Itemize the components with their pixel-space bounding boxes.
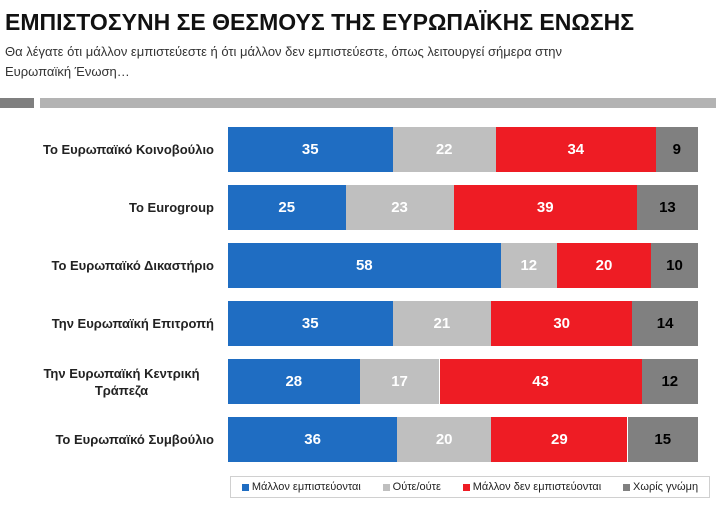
bar-segment-neutral: 21: [392, 301, 492, 346]
category-label-text: Την Ευρωπαϊκή Επιτροπή: [51, 316, 214, 331]
category-label: Το Ευρωπαϊκό Δικαστήριο: [10, 243, 214, 288]
bar-segment-distrust: 29: [491, 417, 628, 462]
legend-swatch: [623, 483, 631, 491]
legend: Μάλλον εμπιστεύονται Ούτε/ούτε Μάλλον δε…: [230, 476, 710, 498]
category-label: Το Ευρωπαϊκό Συμβούλιο: [10, 417, 214, 462]
bar-segment-neutral: 20: [397, 417, 492, 462]
bar-segment-distrust: 20: [557, 243, 651, 288]
separator-accent: [0, 98, 34, 108]
data-label: 36: [304, 431, 321, 448]
category-label-text: Το Eurogroup: [129, 200, 214, 215]
legend-item-no-opinion: Χωρίς γνώμη: [623, 481, 698, 493]
category-label-text: Την Ευρωπαϊκή Κεντρική Τράπεζα: [43, 365, 200, 398]
bar-segment-trust: 25: [228, 185, 346, 230]
data-label: 14: [656, 315, 674, 332]
data-label: 25: [278, 199, 296, 216]
data-label: 35: [301, 141, 319, 158]
data-label: 10: [666, 257, 683, 274]
data-label: 39: [536, 199, 554, 216]
data-label: 15: [654, 431, 672, 448]
bar-segment-no-opinion: 9: [655, 127, 698, 172]
bar-segment-no-opinion: 10: [651, 243, 698, 288]
bar-segment-no-opinion: 14: [632, 301, 698, 346]
bar-segment-neutral: 22: [392, 127, 496, 172]
legend-swatch: [462, 483, 470, 491]
chart-subtitle: Θα λέγατε ότι μάλλον εμπιστεύεστε ή ότι …: [5, 42, 562, 82]
bar-segment-trust: 35: [228, 127, 393, 172]
legend-item-distrust: Μάλλον δεν εμπιστεύονται: [462, 481, 602, 493]
bar-segment-no-opinion: 12: [641, 359, 698, 404]
legend-label: Μάλλον δεν εμπιστεύονται: [472, 481, 602, 493]
subtitle-line: Ευρωπαϊκή Ένωση…: [5, 64, 130, 79]
bar-segment-no-opinion: 15: [627, 417, 698, 462]
data-label: 28: [285, 373, 303, 390]
data-label: 9: [672, 141, 681, 158]
legend-swatch: [241, 483, 249, 491]
separator-bar: [40, 98, 716, 108]
data-label: 20: [435, 431, 453, 448]
legend-label: Ούτε/ούτε: [392, 481, 441, 493]
category-label-text: Το Ευρωπαϊκό Κοινοβούλιο: [42, 142, 214, 157]
category-label: Το Ευρωπαϊκό Κοινοβούλιο: [10, 127, 214, 172]
bar-segment-distrust: 43: [439, 359, 642, 404]
data-label: 23: [391, 199, 408, 216]
data-label: 34: [567, 141, 585, 158]
bar-segment-no-opinion: 13: [636, 185, 698, 230]
data-label: 13: [659, 199, 676, 216]
bar-segment-trust: 28: [228, 359, 360, 404]
legend-item-trust: Μάλλον εμπιστεύονται: [241, 481, 361, 493]
data-label: 30: [553, 315, 571, 332]
data-label: 58: [355, 257, 373, 274]
chart-title: ΕΜΠΙΣΤΟΣΥΝΗ ΣΕ ΘΕΣΜΟΥΣ ΤΗΣ ΕΥΡΩΠΑΪΚΗΣ ΕΝ…: [5, 9, 635, 35]
bar-segment-neutral: 17: [359, 359, 440, 404]
bar-segment-distrust: 39: [453, 185, 637, 230]
data-label: 12: [661, 373, 679, 390]
data-label: 12: [520, 257, 538, 274]
bar-segment-trust: 58: [228, 243, 501, 288]
category-label: Την Ευρωπαϊκή Κεντρική Τράπεζα: [10, 359, 214, 404]
data-label: 35: [301, 315, 319, 332]
bar-segment-neutral: 23: [345, 185, 454, 230]
legend-item-neutral: Ούτε/ούτε: [382, 481, 441, 493]
data-label: 20: [595, 257, 613, 274]
legend-swatch: [382, 483, 390, 491]
bar-segment-neutral: 12: [500, 243, 557, 288]
data-label: 22: [435, 141, 453, 158]
data-label: 17: [391, 373, 408, 390]
category-label: Την Ευρωπαϊκή Επιτροπή: [10, 301, 214, 346]
data-label: 43: [532, 373, 549, 390]
bar-segment-distrust: 30: [491, 301, 633, 346]
subtitle-line: Θα λέγατε ότι μάλλον εμπιστεύεστε ή ότι …: [5, 44, 562, 59]
data-label: 29: [550, 431, 568, 448]
bar-segment-trust: 36: [228, 417, 398, 462]
legend-label: Χωρίς γνώμη: [633, 481, 699, 493]
category-label-text: Το Ευρωπαϊκό Συμβούλιο: [55, 432, 214, 447]
bar-segment-distrust: 34: [495, 127, 656, 172]
bar-segment-trust: 35: [228, 301, 393, 346]
category-label: Το Eurogroup: [10, 185, 214, 230]
category-label-text: Το Ευρωπαϊκό Δικαστήριο: [51, 258, 214, 273]
legend-label: Μάλλον εμπιστεύονται: [251, 481, 361, 493]
data-label: 21: [433, 315, 451, 332]
